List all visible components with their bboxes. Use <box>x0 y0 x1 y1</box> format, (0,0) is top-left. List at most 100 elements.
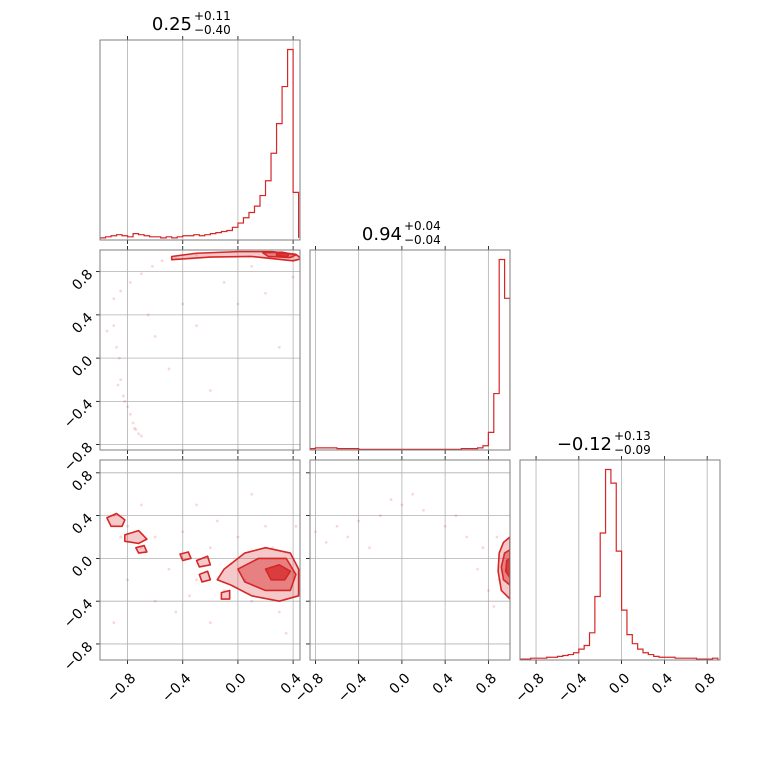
contour-outer <box>170 250 300 262</box>
sample-point <box>133 426 136 430</box>
sample-point <box>151 264 154 268</box>
contour-outer <box>216 546 300 602</box>
contour-outer <box>195 555 212 568</box>
x-tick-label: 0.8 <box>473 670 500 697</box>
x-tick-label: 0.4 <box>430 670 457 697</box>
sample-point <box>153 599 157 603</box>
y-tick-label: 0.0 <box>69 553 96 580</box>
sample-point <box>167 367 171 371</box>
param-title-median: 0.25 <box>152 14 192 35</box>
sample-point <box>208 546 212 550</box>
sample-point <box>112 621 116 624</box>
scatter-panel-1-0 <box>105 250 300 438</box>
sample-point <box>324 540 328 544</box>
sample-point <box>389 498 393 501</box>
sample-point <box>174 610 178 614</box>
sample-point <box>443 524 447 528</box>
contour-outer <box>198 570 212 583</box>
sample-point <box>117 356 121 360</box>
sample-point <box>188 594 192 598</box>
y-tick-label: −0.4 <box>61 396 96 431</box>
sample-point <box>128 281 132 284</box>
param-title-median: −0.12 <box>557 434 612 455</box>
sample-point <box>119 378 123 382</box>
sample-point <box>314 530 317 534</box>
sample-point <box>195 254 198 257</box>
sample-point <box>119 535 123 539</box>
histogram-frame-2 <box>519 459 721 661</box>
sample-point <box>411 492 415 496</box>
sample-point <box>250 599 254 603</box>
param-title-plus-error: +0.11 <box>194 9 231 23</box>
panel-grid-1-0 <box>96 246 300 454</box>
param-title-minus-error: −0.09 <box>614 443 651 457</box>
sample-point <box>126 405 129 409</box>
x-tick-label: −0.8 <box>104 670 139 705</box>
param-title-plus-error: +0.04 <box>404 219 441 233</box>
param-title-minus-error: −0.40 <box>194 23 231 37</box>
sample-point <box>236 535 240 539</box>
x-tick-label: −0.8 <box>512 670 547 705</box>
scatter-panel-2-0 <box>106 492 300 635</box>
x-tick-label: −0.4 <box>555 670 590 705</box>
histogram-frame-1 <box>309 249 511 451</box>
sample-point <box>116 383 120 387</box>
sample-point <box>105 329 109 333</box>
y-tick-label: 0.8 <box>69 267 96 294</box>
sample-point <box>195 503 198 507</box>
sample-point <box>128 412 132 416</box>
sample-point <box>137 432 141 436</box>
param-title-median: 0.94 <box>362 224 402 245</box>
sample-point <box>236 302 240 306</box>
sample-point <box>115 345 118 349</box>
panel-grid-0-0 <box>127 36 294 244</box>
sample-point <box>264 524 267 528</box>
y-tick-label: −0.8 <box>61 440 96 475</box>
sample-point <box>294 524 298 528</box>
sample-point <box>208 389 212 392</box>
sample-point <box>378 514 382 518</box>
histogram-line-param-0 <box>100 48 300 240</box>
sample-point <box>284 631 288 635</box>
sample-point <box>119 289 123 293</box>
sample-point <box>250 264 254 268</box>
sample-point <box>181 530 185 534</box>
x-tick-label: −0.4 <box>159 670 194 705</box>
x-tick-label: 0.4 <box>649 670 676 697</box>
histogram-frame-0 <box>99 39 301 241</box>
sample-point <box>277 345 281 349</box>
sample-point <box>250 492 254 496</box>
sample-point <box>346 535 350 539</box>
sample-point <box>335 524 339 528</box>
sample-point <box>195 578 198 582</box>
sample-point <box>153 535 157 539</box>
sample-point <box>422 508 425 512</box>
sample-point <box>139 434 143 438</box>
sample-point <box>134 428 138 431</box>
param-title-minus-error: −0.04 <box>404 233 441 247</box>
contour-outer <box>179 551 192 562</box>
panel-frame-2-0 <box>99 459 301 661</box>
sample-point <box>160 259 164 263</box>
panel-grid-2-1 <box>306 456 510 664</box>
x-tick-label: −0.4 <box>335 670 370 705</box>
sample-point <box>139 272 143 276</box>
sample-point <box>112 297 116 301</box>
contour-inner <box>275 252 290 258</box>
y-tick-label: 0.4 <box>69 511 96 538</box>
sample-point <box>357 519 361 523</box>
x-tick-label: 0.0 <box>223 670 250 697</box>
panel-grid-1-1 <box>315 246 489 454</box>
sample-point <box>291 275 295 279</box>
sample-point <box>146 313 150 317</box>
panel-frame-1-0 <box>99 249 301 451</box>
contour-outer <box>135 544 148 554</box>
y-tick-label: 0.4 <box>69 310 96 337</box>
contour-inner <box>264 564 292 581</box>
sample-point <box>208 621 212 624</box>
x-tick-label: 0.0 <box>606 670 633 697</box>
sample-point <box>131 421 135 425</box>
sample-point <box>476 567 479 571</box>
sample-point <box>215 519 219 523</box>
sample-point <box>481 546 485 550</box>
